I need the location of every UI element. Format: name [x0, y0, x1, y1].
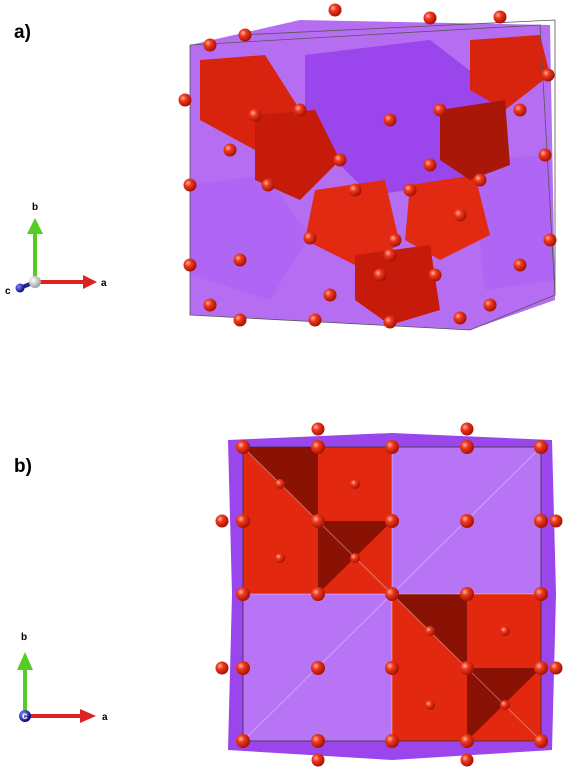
- atom: [428, 268, 442, 282]
- atom: [534, 440, 548, 454]
- atom: [543, 233, 557, 247]
- atom: [350, 553, 360, 563]
- atom: [308, 313, 322, 327]
- atom: [513, 258, 527, 272]
- atom: [385, 661, 399, 675]
- atom: [311, 661, 325, 675]
- panel-label: b): [14, 456, 32, 477]
- atom: [460, 422, 474, 436]
- atom: [223, 143, 237, 157]
- atom: [460, 514, 474, 528]
- atom: [248, 108, 262, 122]
- atom: [549, 514, 563, 528]
- atom: [178, 93, 192, 107]
- atom: [423, 158, 437, 172]
- atom: [261, 178, 275, 192]
- atom: [534, 734, 548, 748]
- panel-label: a): [14, 22, 31, 43]
- atom: [538, 148, 552, 162]
- atom: [215, 661, 229, 675]
- atom: [541, 68, 555, 82]
- atom: [236, 587, 250, 601]
- atom: [403, 183, 417, 197]
- axis-label: a: [101, 278, 107, 289]
- atom: [203, 38, 217, 52]
- atom: [293, 103, 307, 117]
- atom: [513, 103, 527, 117]
- atom: [534, 587, 548, 601]
- atom: [236, 514, 250, 528]
- atom: [425, 626, 435, 636]
- atom: [183, 178, 197, 192]
- atom: [275, 553, 285, 563]
- atom: [323, 288, 337, 302]
- atom: [311, 587, 325, 601]
- atom: [549, 661, 563, 675]
- atom: [493, 10, 507, 24]
- atom: [311, 514, 325, 528]
- axis-label: a: [102, 712, 108, 723]
- atom: [236, 661, 250, 675]
- atom: [383, 315, 397, 329]
- axis-label: c: [5, 286, 11, 297]
- atom: [236, 734, 250, 748]
- atom: [385, 587, 399, 601]
- atom: [460, 587, 474, 601]
- atom: [460, 661, 474, 675]
- atom: [453, 208, 467, 222]
- atom: [460, 734, 474, 748]
- atom: [423, 11, 437, 25]
- atom: [385, 734, 399, 748]
- atom: [311, 422, 325, 436]
- atom: [238, 28, 252, 42]
- atom: [383, 248, 397, 262]
- atom: [215, 514, 229, 528]
- atoms-b: [215, 422, 563, 767]
- atom: [534, 661, 548, 675]
- atom: [311, 440, 325, 454]
- axis-label: b: [32, 202, 38, 213]
- atom: [275, 479, 285, 489]
- axes-b: b c a: [17, 632, 108, 723]
- atom: [233, 253, 247, 267]
- axes-a: b c a: [5, 202, 107, 297]
- atom: [311, 734, 325, 748]
- atom: [425, 700, 435, 710]
- atom: [328, 3, 342, 17]
- structure-a: [189, 19, 556, 331]
- atom: [183, 258, 197, 272]
- atom: [236, 440, 250, 454]
- atom: [500, 700, 510, 710]
- atom: [460, 753, 474, 767]
- atom: [534, 514, 548, 528]
- atom: [473, 173, 487, 187]
- atom: [348, 183, 362, 197]
- atom: [388, 233, 402, 247]
- atom: [333, 153, 347, 167]
- atom: [483, 298, 497, 312]
- atom: [385, 514, 399, 528]
- atom: [385, 440, 399, 454]
- axis-label: b: [21, 632, 27, 643]
- atom: [373, 268, 387, 282]
- atoms-a: [178, 3, 557, 329]
- atom: [433, 103, 447, 117]
- atom: [383, 113, 397, 127]
- atom: [460, 440, 474, 454]
- atom: [203, 298, 217, 312]
- atom: [453, 311, 467, 325]
- atom: [350, 479, 360, 489]
- atom: [233, 313, 247, 327]
- atom: [311, 753, 325, 767]
- atom: [303, 231, 317, 245]
- axis-label: c: [22, 711, 28, 722]
- atom: [500, 626, 510, 636]
